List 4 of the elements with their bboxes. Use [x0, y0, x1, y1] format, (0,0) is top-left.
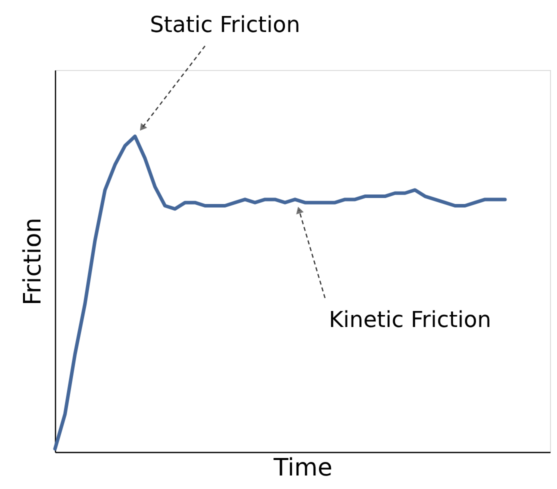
y-axis-title: Friction: [18, 218, 46, 306]
x-axis-title: Time: [272, 454, 332, 482]
text: Static Friction: [150, 13, 300, 38]
annotation: Kinetic Friction: [328, 308, 492, 333]
